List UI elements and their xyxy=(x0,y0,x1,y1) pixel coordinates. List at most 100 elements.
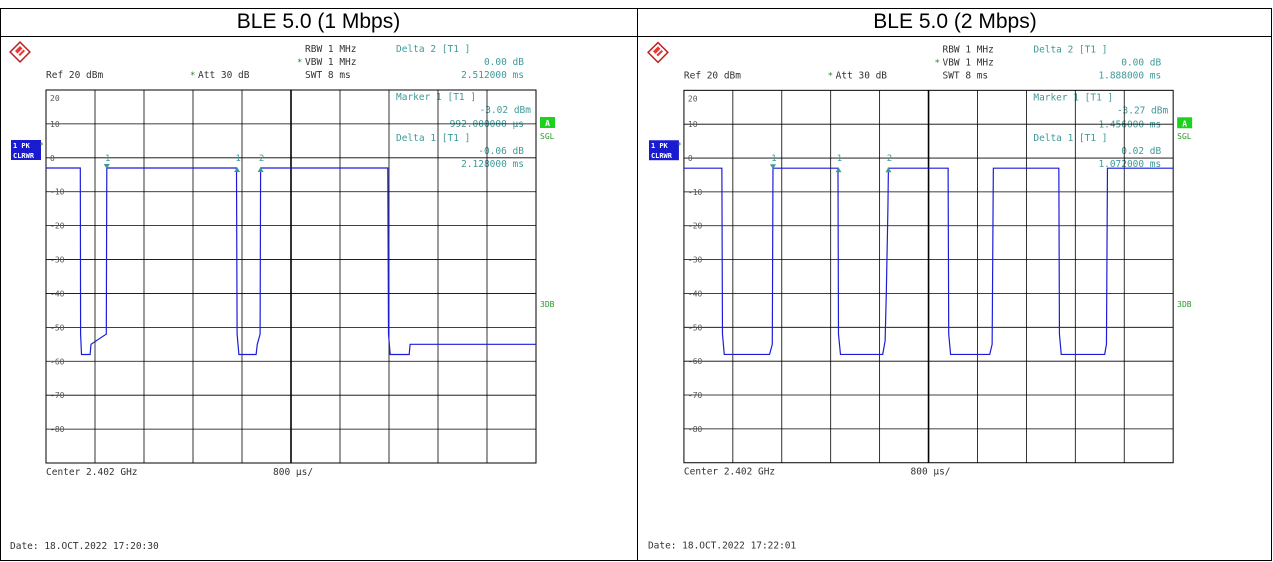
rs-logo xyxy=(9,41,31,63)
trace-label-box xyxy=(11,140,41,160)
marker1-dbm: -3.02 dBm xyxy=(480,105,532,116)
ref-level: Ref 20 dBm xyxy=(684,70,741,81)
y-tick-label: -70 xyxy=(50,391,65,400)
date-stamp: Date: 18.OCT.2022 17:22:01 xyxy=(648,541,797,552)
att-asterisk: * xyxy=(828,71,833,81)
attenuation: Att 30 dB xyxy=(198,70,250,81)
delta2-label: Delta 2 [T1 ] xyxy=(1033,44,1107,55)
ref-level: Ref 20 dBm xyxy=(46,70,103,81)
y-tick-label: -60 xyxy=(688,357,703,366)
marker-label: 1 xyxy=(771,154,776,164)
marker-label: 1 xyxy=(837,154,842,164)
marker-label: 1 xyxy=(105,154,110,164)
rs-logo-stroke xyxy=(17,48,24,55)
rbw-setting: RBW 1 MHz xyxy=(943,44,994,55)
marker-label: 2 xyxy=(887,154,892,164)
vbw-asterisk: * xyxy=(935,58,940,68)
y-tick-label: -50 xyxy=(50,323,65,332)
trace-label-box xyxy=(648,140,679,161)
time-per-div: 800 µs/ xyxy=(911,467,951,478)
y-tick-label: 0 xyxy=(50,154,55,163)
y-tick-label: -20 xyxy=(688,222,703,231)
marker1-time: 1.456000 ms xyxy=(1098,119,1161,130)
rs-logo-stroke xyxy=(655,48,662,55)
a-badge-box xyxy=(540,117,555,128)
center-frequency: Center 2.402 GHz xyxy=(684,467,775,478)
delta2-time: 1.888000 ms xyxy=(1098,70,1161,81)
trace-asterisk: * xyxy=(677,141,682,150)
delta2-db: 0.00 dB xyxy=(1121,57,1161,68)
date-stamp: Date: 18.OCT.2022 17:20:30 xyxy=(10,541,159,552)
marker-label: 2 xyxy=(259,154,264,164)
marker-triangle xyxy=(769,164,776,170)
marker-triangle xyxy=(234,166,241,172)
y-tick-label: -40 xyxy=(688,289,703,298)
sgl-label: SGL xyxy=(540,132,555,141)
trace-label-2: CLRWR xyxy=(13,152,35,160)
y-tick-label: -10 xyxy=(50,188,65,197)
marker1-label: Marker 1 [T1 ] xyxy=(1033,92,1113,103)
db3-label: 3DB xyxy=(540,300,555,309)
marker-triangle xyxy=(835,167,842,173)
sgl-label: SGL xyxy=(1177,132,1192,141)
y-tick-label: 20 xyxy=(50,94,60,103)
y-tick-label: 10 xyxy=(688,120,698,129)
marker-triangle xyxy=(257,166,264,172)
vbw-setting: VBW 1 MHz xyxy=(943,57,994,68)
delta2-label: Delta 2 [T1 ] xyxy=(396,44,470,55)
marker-triangle xyxy=(885,167,892,173)
delta1-time: 1.072000 ms xyxy=(1098,159,1161,170)
swt-setting: SWT 8 ms xyxy=(305,70,351,81)
y-tick-label: -30 xyxy=(50,256,65,265)
a-badge: A xyxy=(545,119,550,128)
marker1-dbm: -3.27 dBm xyxy=(1117,105,1169,116)
a-badge-box xyxy=(1177,117,1193,129)
y-tick-label: -50 xyxy=(688,323,703,332)
rs-logo xyxy=(647,41,669,64)
figure-frame xyxy=(0,8,1272,561)
trace-line xyxy=(46,167,536,356)
y-tick-label: -80 xyxy=(688,425,703,434)
delta2-db: 0.00 dB xyxy=(484,57,524,68)
y-tick-label: -20 xyxy=(50,222,65,231)
y-tick-label: 0 xyxy=(688,154,693,163)
trace-label-2: CLRWR xyxy=(651,152,673,160)
rbw-setting: RBW 1 MHz xyxy=(305,44,356,55)
marker1-label: Marker 1 [T1 ] xyxy=(396,92,476,103)
db3-label: 3DB xyxy=(1177,300,1192,309)
trace-line xyxy=(683,167,1174,356)
y-tick-label: -80 xyxy=(50,425,65,434)
time-per-div: 800 µs/ xyxy=(273,467,313,478)
attenuation: Att 30 dB xyxy=(836,70,888,81)
vbw-setting: VBW 1 MHz xyxy=(305,57,356,68)
y-tick-label: 20 xyxy=(688,94,698,103)
delta1-db: 0.02 dB xyxy=(1121,146,1161,157)
marker-triangle xyxy=(103,163,110,169)
trace-asterisk: * xyxy=(39,141,44,150)
panel-1mbps: BLE 5.0 (1 Mbps) RBW 1 MHz * VBW 1 MHz SWT … xyxy=(0,8,637,561)
y-tick-label: -60 xyxy=(50,357,65,366)
trace-label-1: 1 PK xyxy=(651,142,669,150)
vbw-asterisk: * xyxy=(297,58,302,68)
a-badge: A xyxy=(1182,119,1187,128)
marker-label: 1 xyxy=(235,154,240,164)
delta1-label: Delta 1 [T1 ] xyxy=(1033,133,1107,144)
att-asterisk: * xyxy=(190,71,195,81)
swt-setting: SWT 8 ms xyxy=(943,70,989,81)
panel-2mbps: BLE 5.0 (2 Mbps) RBW 1 MHz * VBW 1 MHz SWT … xyxy=(637,8,1272,561)
delta1-db: -0.06 dB xyxy=(478,146,524,157)
y-tick-label: -40 xyxy=(50,289,65,298)
center-frequency: Center 2.402 GHz xyxy=(46,467,138,478)
trace-label-1: 1 PK xyxy=(13,142,31,150)
delta2-time: 2.512000 ms xyxy=(461,70,524,81)
y-tick-label: -70 xyxy=(688,391,703,400)
y-tick-label: -10 xyxy=(688,188,703,197)
y-tick-label: 10 xyxy=(50,120,60,129)
y-tick-label: -30 xyxy=(688,256,703,265)
panel-title: BLE 5.0 (2 Mbps) xyxy=(638,8,1272,37)
delta1-time: 2.128000 ms xyxy=(461,159,524,170)
delta1-label: Delta 1 [T1 ] xyxy=(396,133,470,144)
panel-title: BLE 5.0 (1 Mbps) xyxy=(0,8,637,37)
